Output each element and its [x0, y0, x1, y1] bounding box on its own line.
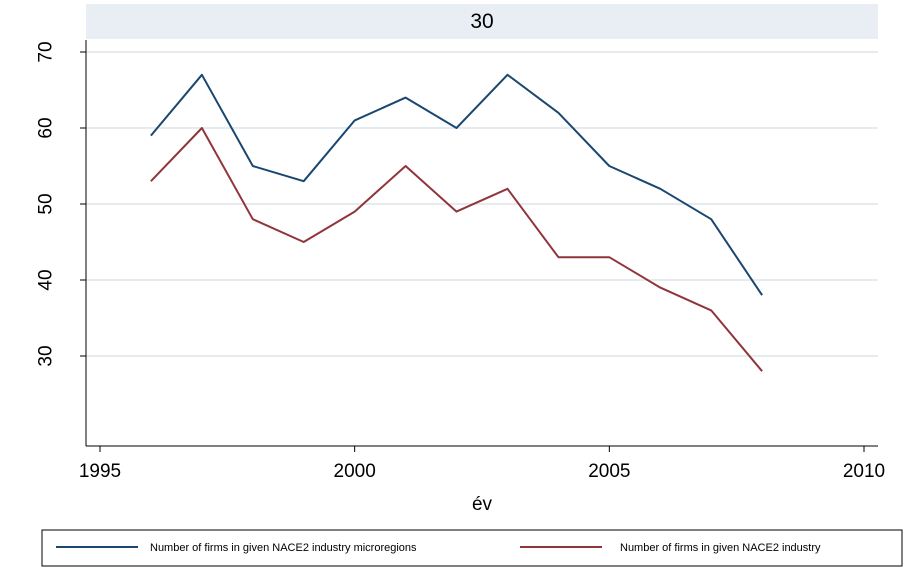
plot-area	[86, 40, 878, 446]
x-axis: 1995 2000 2005 2010	[79, 445, 885, 482]
legend-box	[41, 529, 903, 567]
x-tick-label: 2000	[334, 461, 376, 482]
y-axis: 30 40 50 60 70	[36, 40, 87, 446]
x-tick-label: 2010	[843, 461, 885, 482]
panel-title: 30	[470, 10, 493, 33]
y-tick-label: 50	[36, 193, 57, 214]
x-tick-label: 2005	[588, 461, 630, 482]
legend-label-1: Number of firms in given NACE2 industry …	[150, 542, 417, 554]
y-tick-label: 30	[36, 345, 57, 366]
panel-header	[86, 4, 878, 39]
series-lines	[150, 73, 763, 372]
y-tick-label: 60	[36, 117, 57, 138]
y-tick-label: 40	[36, 269, 57, 290]
x-tick-label: 1995	[79, 461, 121, 482]
series-line-2	[150, 127, 763, 372]
series-line-1	[150, 73, 763, 296]
legend: Number of firms in given NACE2 industry …	[56, 542, 821, 554]
x-axis-title: év	[472, 494, 493, 515]
legend-label-2: Number of firms in given NACE2 industry	[620, 542, 821, 554]
y-tick-label: 70	[36, 41, 57, 62]
gridlines	[86, 51, 878, 357]
